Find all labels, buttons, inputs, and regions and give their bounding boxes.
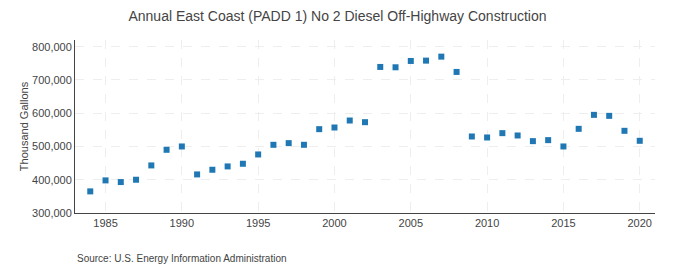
- svg-text:2000: 2000: [322, 217, 346, 229]
- svg-text:2010: 2010: [475, 217, 499, 229]
- svg-text:700,000: 700,000: [32, 74, 72, 86]
- svg-text:Annual East Coast (PADD 1) No: Annual East Coast (PADD 1) No 2 Diesel O…: [128, 8, 546, 24]
- svg-text:400,000: 400,000: [32, 174, 72, 186]
- svg-text:Source: U.S. Energy Informatio: Source: U.S. Energy Information Administ…: [77, 253, 287, 264]
- svg-text:Thousand Gallons: Thousand Gallons: [18, 81, 30, 171]
- svg-text:2005: 2005: [399, 217, 423, 229]
- svg-text:500,000: 500,000: [32, 140, 72, 152]
- svg-text:1985: 1985: [93, 217, 117, 229]
- svg-text:2020: 2020: [627, 217, 651, 229]
- svg-text:1995: 1995: [246, 217, 270, 229]
- svg-text:800,000: 800,000: [32, 41, 72, 53]
- svg-text:2015: 2015: [551, 217, 575, 229]
- svg-text:300,000: 300,000: [32, 207, 72, 219]
- svg-text:600,000: 600,000: [32, 107, 72, 119]
- svg-text:1990: 1990: [170, 217, 194, 229]
